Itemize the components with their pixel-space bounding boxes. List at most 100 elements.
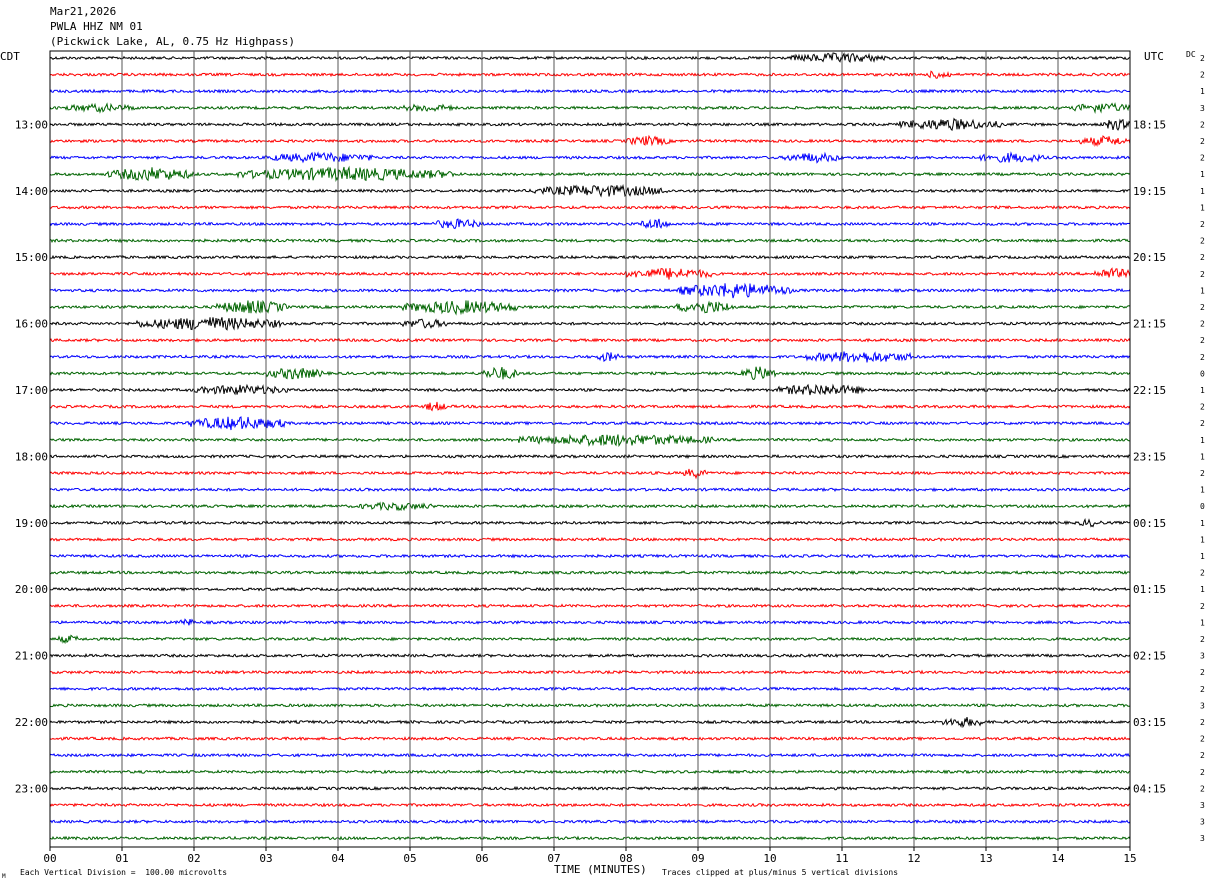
trace-31 <box>49 570 1131 576</box>
dc-value: 1 <box>1200 618 1205 627</box>
trace-39 <box>49 702 1131 708</box>
trace-1 <box>49 70 1131 79</box>
trace-22 <box>49 416 1131 431</box>
right-hour-label: 21:15 <box>1133 318 1166 331</box>
trace-18 <box>49 351 1131 363</box>
left-hour-label: 13:00 <box>15 118 48 131</box>
trace-5 <box>49 134 1131 148</box>
trace-19 <box>49 366 1131 380</box>
plot-date: Mar21,2026 <box>50 5 117 18</box>
x-tick-label: 08 <box>619 852 632 865</box>
x-tick-label: 13 <box>979 852 992 865</box>
x-tick-label: 15 <box>1123 852 1136 865</box>
trace-29 <box>49 536 1131 542</box>
x-tick-label: 01 <box>115 852 128 865</box>
trace-37 <box>49 669 1131 675</box>
trace-4 <box>49 117 1131 132</box>
trace-14 <box>49 282 1131 299</box>
left-hour-label: 14:00 <box>15 185 48 198</box>
dc-value: 2 <box>1200 154 1205 163</box>
trace-46 <box>49 819 1131 825</box>
trace-9 <box>49 204 1131 211</box>
dc-value: 0 <box>1200 369 1205 378</box>
left-hour-label: 21:00 <box>15 650 48 663</box>
x-tick-label: 04 <box>331 852 345 865</box>
trace-40 <box>49 717 1131 729</box>
dc-value: 2 <box>1200 54 1205 63</box>
dc-value: 3 <box>1200 652 1205 661</box>
right-hour-label: 04:15 <box>1133 782 1166 795</box>
dc-value: 2 <box>1200 668 1205 677</box>
dc-value: 2 <box>1200 336 1205 345</box>
x-tick-label: 11 <box>835 852 848 865</box>
left-hour-label: 23:00 <box>15 782 48 795</box>
dc-value: 3 <box>1200 104 1205 113</box>
right-hour-label: 00:15 <box>1133 517 1166 530</box>
trace-16 <box>49 317 1131 331</box>
trace-33 <box>49 603 1131 609</box>
x-tick-label: 14 <box>1051 852 1065 865</box>
right-timezone-label: UTC <box>1144 50 1164 63</box>
x-tick-label: 07 <box>547 852 560 865</box>
dc-value: 2 <box>1200 237 1205 246</box>
x-tick-label: 03 <box>259 852 272 865</box>
dc-label: DC <box>1186 50 1196 59</box>
trace-17 <box>49 337 1131 343</box>
trace-26 <box>49 487 1131 493</box>
trace-23 <box>49 433 1131 448</box>
x-tick-label: 02 <box>187 852 200 865</box>
trace-42 <box>49 752 1131 758</box>
left-hour-label: 19:00 <box>15 517 48 530</box>
dc-value: 2 <box>1200 751 1205 760</box>
right-hour-label: 18:15 <box>1133 118 1166 131</box>
left-hour-label: 16:00 <box>15 318 48 331</box>
right-hour-label: 20:15 <box>1133 251 1166 264</box>
trace-35 <box>49 634 1131 645</box>
dc-value: 1 <box>1200 535 1205 544</box>
left-timezone-label: CDT <box>0 50 20 63</box>
dc-value: 3 <box>1200 701 1205 710</box>
dc-value: 2 <box>1200 718 1205 727</box>
dc-value: 1 <box>1200 552 1205 561</box>
trace-24 <box>49 453 1131 459</box>
trace-34 <box>49 618 1131 626</box>
left-hour-label: 17:00 <box>15 384 48 397</box>
trace-36 <box>49 653 1131 659</box>
trace-12 <box>50 254 1131 260</box>
dc-value: 1 <box>1200 519 1205 528</box>
dc-value: 0 <box>1200 502 1205 511</box>
left-hour-label: 15:00 <box>15 251 48 264</box>
left-hour-label: 18:00 <box>15 450 48 463</box>
trace-32 <box>49 586 1131 592</box>
right-hour-label: 03:15 <box>1133 716 1166 729</box>
dc-value: 2 <box>1200 685 1205 694</box>
dc-value: 3 <box>1200 834 1205 843</box>
dc-value: 1 <box>1200 585 1205 594</box>
trace-38 <box>49 686 1131 692</box>
dc-value: 1 <box>1200 203 1205 212</box>
scale-note: Each Vertical Division = 100.00 microvol… <box>20 868 228 877</box>
trace-7 <box>49 165 1131 182</box>
dc-value: 2 <box>1200 270 1205 279</box>
station-location: (Pickwick Lake, AL, 0.75 Hz Highpass) <box>50 35 296 48</box>
trace-15 <box>49 299 1131 316</box>
dc-value: 2 <box>1200 220 1205 229</box>
trace-43 <box>49 769 1131 775</box>
left-hour-label: 22:00 <box>15 716 48 729</box>
trace-8 <box>49 183 1131 198</box>
trace-44 <box>49 785 1131 791</box>
left-hour-label: 20:00 <box>15 583 48 596</box>
dc-value: 2 <box>1200 353 1205 362</box>
x-tick-label: 06 <box>475 852 488 865</box>
dc-value: 2 <box>1200 137 1205 146</box>
dc-value: 1 <box>1200 187 1205 196</box>
corner-mark: M <box>2 873 6 880</box>
dc-value: 2 <box>1200 784 1205 793</box>
x-tick-label: 12 <box>907 852 920 865</box>
trace-10 <box>49 218 1131 230</box>
dc-value: 1 <box>1200 452 1205 461</box>
dc-value: 1 <box>1200 87 1205 96</box>
trace-21 <box>49 401 1131 412</box>
trace-27 <box>49 501 1131 512</box>
right-hour-label: 19:15 <box>1133 185 1166 198</box>
